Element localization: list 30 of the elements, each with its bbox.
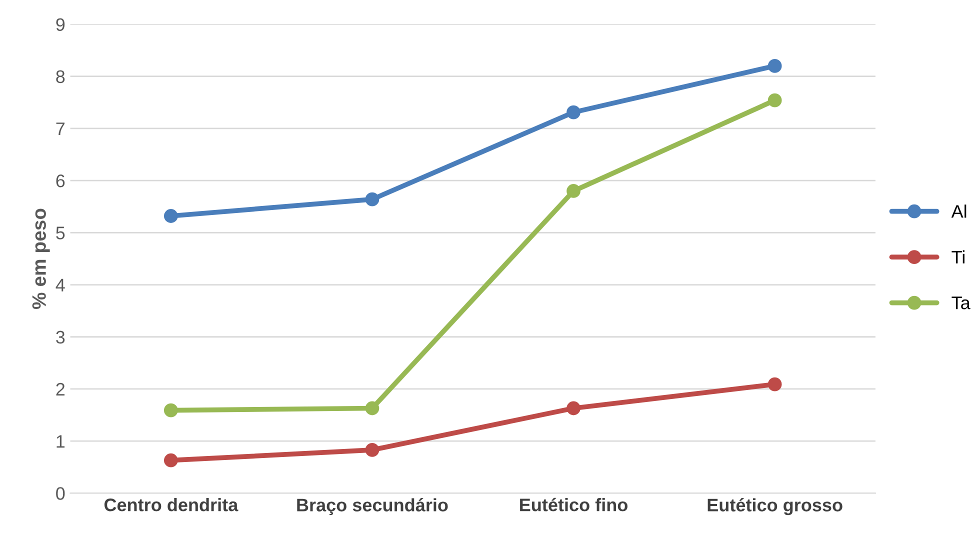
- point: [164, 403, 178, 418]
- y-tick-label: 3: [56, 330, 65, 344]
- point: [566, 105, 580, 120]
- point: [768, 93, 782, 108]
- point: [566, 184, 580, 198]
- y-tick-label: 9: [56, 18, 65, 31]
- y-tick-label: 7: [56, 122, 65, 136]
- legend-label: Ta: [952, 296, 970, 310]
- y-tick-label: 8: [56, 70, 65, 84]
- y-axis-title: % em peso: [32, 208, 50, 310]
- point: [768, 377, 782, 392]
- y-tick-label: 5: [56, 226, 65, 240]
- y-tick-label: 6: [56, 174, 65, 188]
- point: [566, 401, 580, 416]
- legend-label: Ti: [952, 250, 964, 264]
- legend-label: Al: [951, 204, 966, 218]
- y-tick-label: 2: [56, 382, 65, 396]
- x-tick-label: Eutético fino: [520, 498, 628, 512]
- y-tick-label: 4: [56, 278, 65, 292]
- y-tick-label: 1: [56, 435, 65, 448]
- point: [365, 192, 380, 206]
- point: [164, 453, 178, 468]
- point: [164, 209, 178, 223]
- point: [768, 58, 782, 73]
- y-tick-label: 0: [56, 487, 65, 500]
- point: [365, 442, 380, 457]
- point: [365, 401, 380, 416]
- x-tick-label: Eutético grosso: [708, 498, 842, 516]
- x-tick-label: Centro dendrita: [104, 498, 238, 512]
- x-tick-label: Braço secundário: [297, 498, 448, 516]
